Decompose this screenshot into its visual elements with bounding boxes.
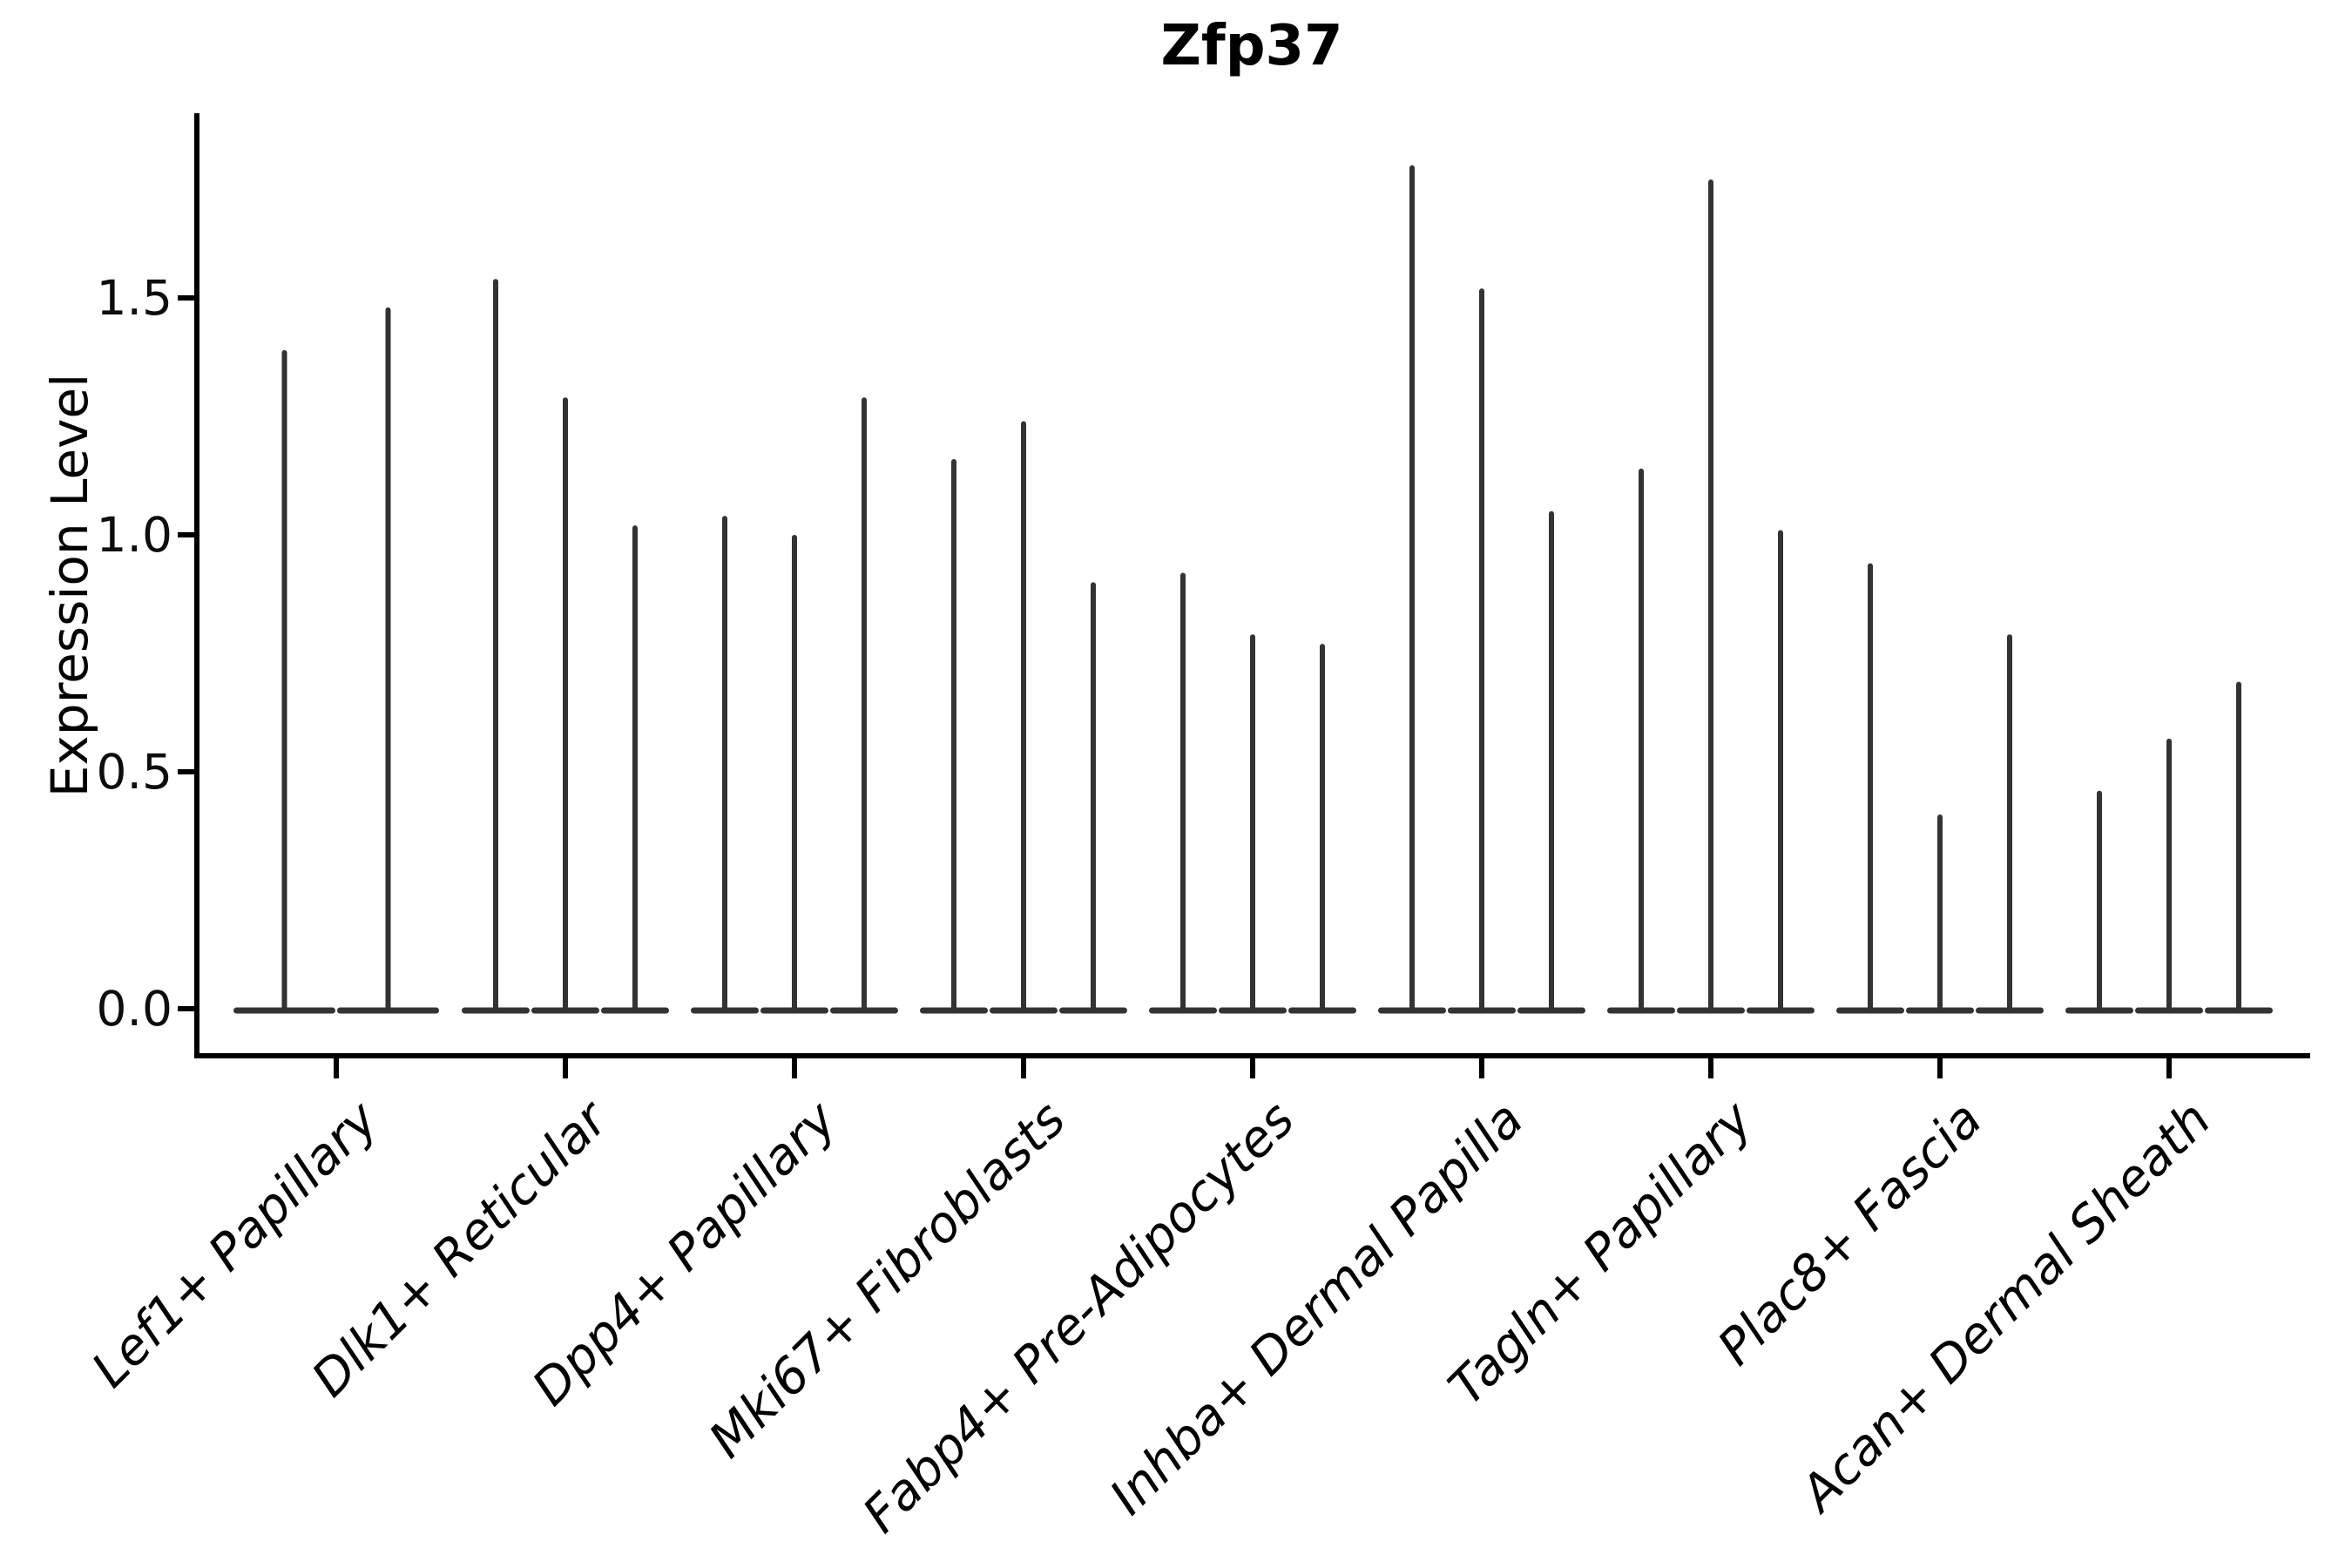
violin-tail — [1937, 814, 1943, 1010]
y-tick-label: 1.0 — [96, 507, 172, 563]
violin-tail — [632, 525, 638, 1010]
y-tick-label: 1.5 — [96, 270, 172, 326]
violin-tail — [1778, 530, 1783, 1010]
violin-tail — [2236, 681, 2241, 1010]
y-tick-label: 0.5 — [96, 744, 172, 800]
violin-tail — [2097, 790, 2102, 1010]
violin-tail — [722, 516, 727, 1010]
violin-tail — [1021, 421, 1026, 1010]
violin-tail — [1180, 572, 1186, 1010]
violin-tail — [1479, 288, 1484, 1010]
violin-tail — [1250, 634, 1255, 1010]
violin-tail — [1091, 582, 1096, 1010]
plot-title: Zfp37 — [1160, 14, 1343, 78]
violin-tail — [385, 307, 391, 1010]
violin-tail — [493, 279, 498, 1010]
violin-tail — [563, 397, 568, 1010]
violin-tail — [2007, 634, 2012, 1010]
violin-tail — [1868, 563, 1873, 1010]
violin-tail — [1708, 179, 1713, 1010]
violin-tail — [792, 535, 797, 1010]
y-tick-label: 0.0 — [96, 981, 172, 1037]
violin-tail — [1320, 644, 1325, 1010]
violin-tail — [1409, 165, 1415, 1010]
violin-tail — [1639, 468, 1644, 1010]
violin-tail — [2166, 738, 2172, 1010]
violin-tail — [1549, 510, 1554, 1010]
violin-tail — [281, 349, 287, 1011]
violin-tail — [951, 458, 956, 1010]
violin-tail — [862, 397, 867, 1010]
